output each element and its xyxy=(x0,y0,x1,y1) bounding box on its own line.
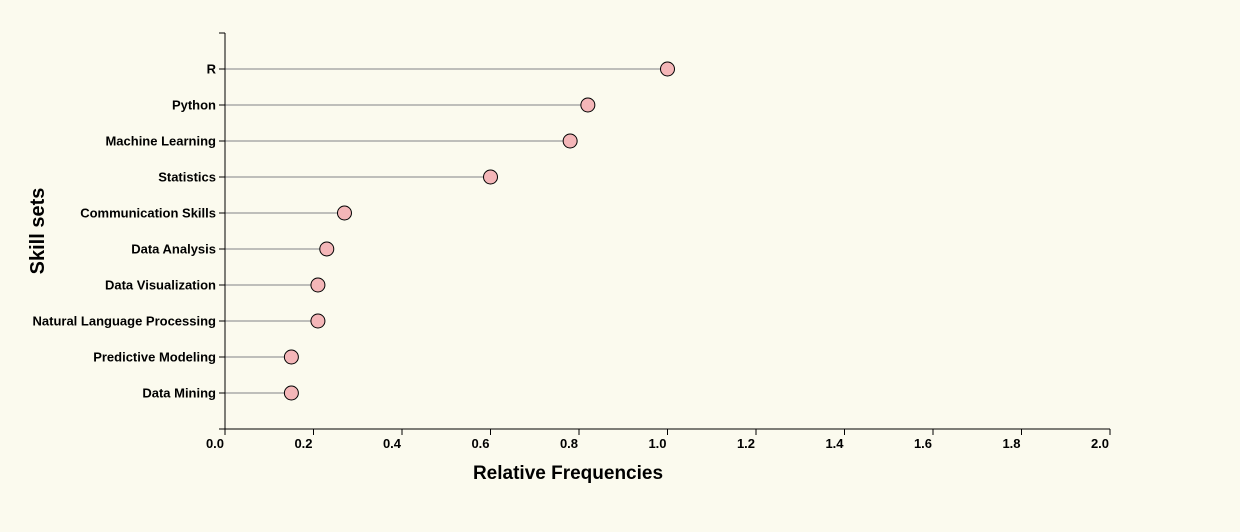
x-tick-label: 0.4 xyxy=(383,436,402,451)
x-tick-label: 1.6 xyxy=(914,436,932,451)
x-tick-label: 1.0 xyxy=(648,436,666,451)
x-tick-label: 1.4 xyxy=(825,436,844,451)
lollipop-dot[interactable] xyxy=(336,205,352,221)
y-tick-label: Python xyxy=(172,98,216,113)
y-tick-label: Natural Language Processing xyxy=(33,314,217,329)
y-tick-label: Machine Learning xyxy=(105,134,216,149)
lollipop-dot[interactable] xyxy=(483,169,498,185)
x-tick-label: 0.0 xyxy=(206,436,224,451)
lollipop-dot[interactable] xyxy=(310,313,326,329)
y-tick-label: Statistics xyxy=(158,170,216,185)
lollipop-dot[interactable] xyxy=(310,277,326,293)
lollipop-dot[interactable] xyxy=(660,61,675,77)
axes-layer: 0.0 0.2 0.4 0.6 0.8 1.0 1.2 1.4 1.6 1.8 2.0 R Python… xyxy=(33,32,1111,451)
lollipop-dot[interactable] xyxy=(562,133,578,149)
y-tick-label: Communication Skills xyxy=(80,206,216,221)
y-tick-label: Data Analysis xyxy=(131,242,216,257)
lollipop-dot[interactable] xyxy=(319,241,335,257)
x-tick-label: 2.0 xyxy=(1091,436,1109,451)
y-tick-label: Data Mining xyxy=(142,386,216,401)
x-tick-label: 0.2 xyxy=(294,436,312,451)
lollipop-dot[interactable] xyxy=(580,97,596,113)
x-tick-label: 0.6 xyxy=(471,436,489,451)
lollipop-dot[interactable] xyxy=(283,385,299,401)
x-axis-title: Relative Frequencies xyxy=(473,463,663,484)
y-tick-label: R xyxy=(207,62,217,77)
x-tick-label: 1.8 xyxy=(1002,436,1020,451)
y-axis-title: Skill sets xyxy=(27,188,49,275)
y-tick-label: Data Visualization xyxy=(105,278,216,293)
x-tick-label: 1.2 xyxy=(737,436,755,451)
x-tick-label: 0.8 xyxy=(560,436,578,451)
stems-layer xyxy=(225,68,668,394)
y-tick-label: Predictive Modeling xyxy=(93,350,216,365)
dots-layer xyxy=(283,61,675,401)
lollipop-dot[interactable] xyxy=(283,349,299,365)
